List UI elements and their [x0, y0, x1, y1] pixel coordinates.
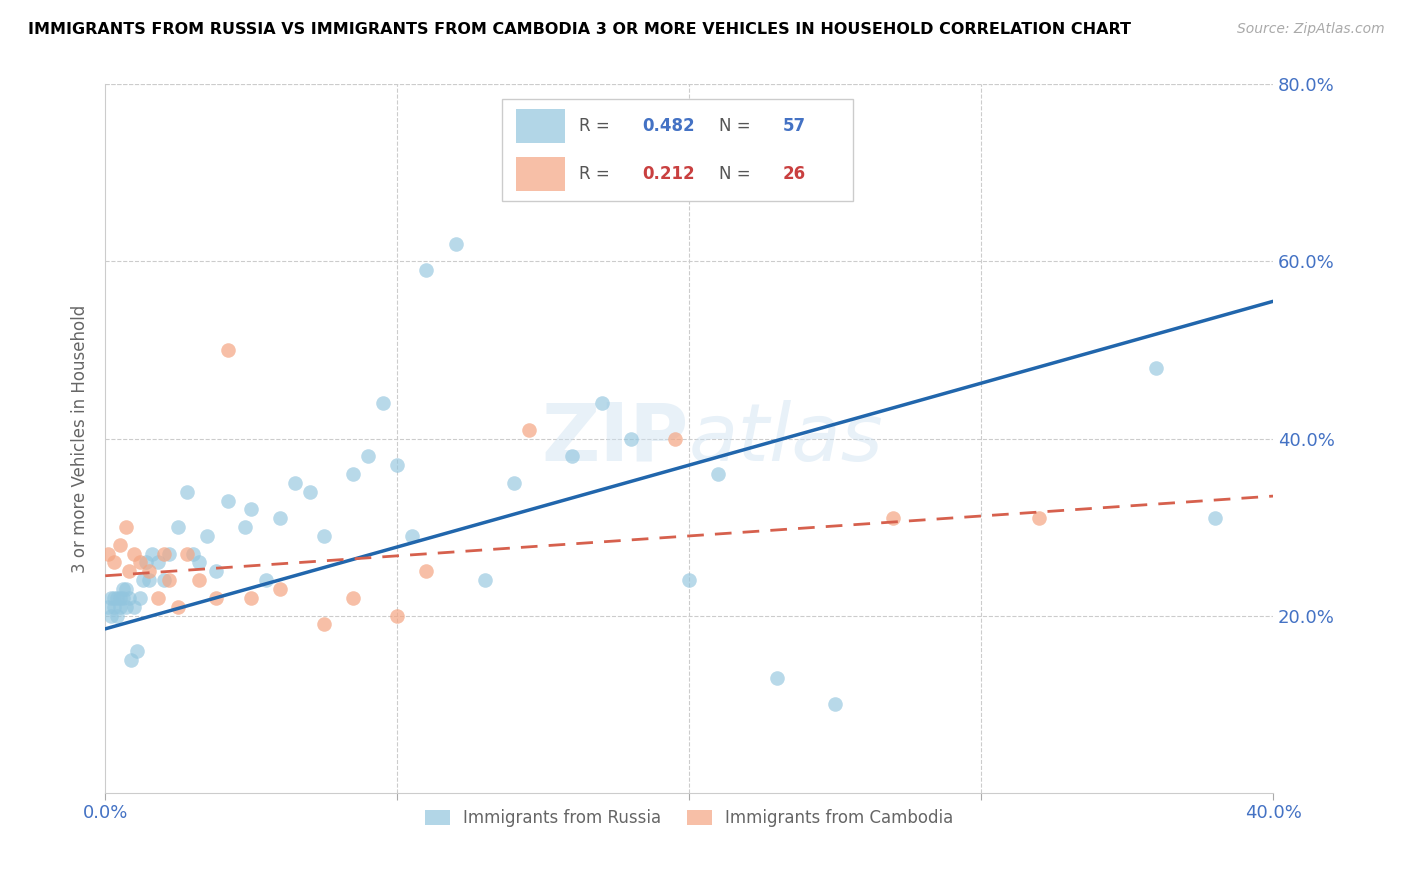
Point: [117, 565, 139, 579]
Point: [121, 653, 143, 667]
Point: [1028, 511, 1050, 525]
Point: [129, 556, 152, 570]
Point: [152, 547, 174, 561]
Text: Source: ZipAtlas.com: Source: ZipAtlas.com: [1237, 22, 1385, 37]
Point: [284, 475, 307, 490]
Point: [105, 608, 128, 623]
Point: [108, 599, 131, 614]
Legend: Immigrants from Russia, Immigrants from Cambodia: Immigrants from Russia, Immigrants from …: [419, 803, 960, 834]
Point: [159, 573, 181, 587]
Point: [401, 529, 423, 543]
Point: [135, 556, 157, 570]
Point: [342, 591, 364, 605]
Point: [269, 582, 291, 596]
Point: [824, 697, 846, 711]
Point: [152, 573, 174, 587]
Point: [97, 599, 120, 614]
Point: [114, 582, 136, 596]
Point: [561, 449, 583, 463]
Point: [765, 671, 787, 685]
Point: [217, 343, 239, 357]
Text: atlas: atlas: [689, 400, 884, 477]
Point: [187, 573, 209, 587]
Point: [141, 547, 163, 561]
Point: [97, 547, 120, 561]
Point: [205, 565, 228, 579]
Point: [517, 423, 540, 437]
Point: [176, 547, 198, 561]
Point: [100, 591, 122, 605]
Point: [103, 591, 125, 605]
Point: [111, 591, 134, 605]
Point: [111, 582, 134, 596]
Text: ZIP: ZIP: [541, 400, 689, 477]
Point: [357, 449, 380, 463]
Point: [591, 396, 613, 410]
Point: [342, 467, 364, 481]
Point: [124, 547, 146, 561]
Point: [217, 493, 239, 508]
Point: [314, 617, 336, 632]
Point: [415, 565, 437, 579]
Point: [100, 608, 122, 623]
Point: [620, 432, 643, 446]
Y-axis label: 3 or more Vehicles in Household: 3 or more Vehicles in Household: [72, 304, 89, 573]
Point: [176, 484, 198, 499]
Point: [240, 591, 263, 605]
Point: [240, 502, 263, 516]
Point: [444, 236, 467, 251]
Point: [298, 484, 321, 499]
Point: [474, 573, 496, 587]
Point: [314, 529, 336, 543]
Point: [181, 547, 204, 561]
Point: [254, 573, 277, 587]
Point: [138, 565, 160, 579]
Point: [105, 591, 128, 605]
Point: [124, 599, 146, 614]
Point: [664, 432, 686, 446]
Point: [1144, 360, 1167, 375]
Point: [129, 591, 152, 605]
Point: [187, 556, 209, 570]
Point: [132, 573, 155, 587]
Point: [269, 511, 291, 525]
Point: [371, 396, 394, 410]
Point: [205, 591, 228, 605]
Point: [882, 511, 904, 525]
Point: [167, 599, 190, 614]
Point: [117, 591, 139, 605]
Point: [146, 556, 169, 570]
Point: [707, 467, 730, 481]
Point: [114, 520, 136, 534]
Point: [385, 608, 408, 623]
Point: [1204, 511, 1226, 525]
Point: [103, 556, 125, 570]
Point: [503, 475, 526, 490]
Text: IMMIGRANTS FROM RUSSIA VS IMMIGRANTS FROM CAMBODIA 3 OR MORE VEHICLES IN HOUSEHO: IMMIGRANTS FROM RUSSIA VS IMMIGRANTS FRO…: [28, 22, 1130, 37]
Point: [127, 644, 149, 658]
Point: [235, 520, 257, 534]
Point: [159, 547, 181, 561]
Point: [146, 591, 169, 605]
Point: [108, 538, 131, 552]
Point: [678, 573, 700, 587]
Point: [385, 458, 408, 472]
Point: [103, 599, 125, 614]
Point: [138, 573, 160, 587]
Point: [108, 591, 131, 605]
Point: [114, 599, 136, 614]
Point: [197, 529, 219, 543]
Point: [415, 263, 437, 277]
Point: [167, 520, 190, 534]
